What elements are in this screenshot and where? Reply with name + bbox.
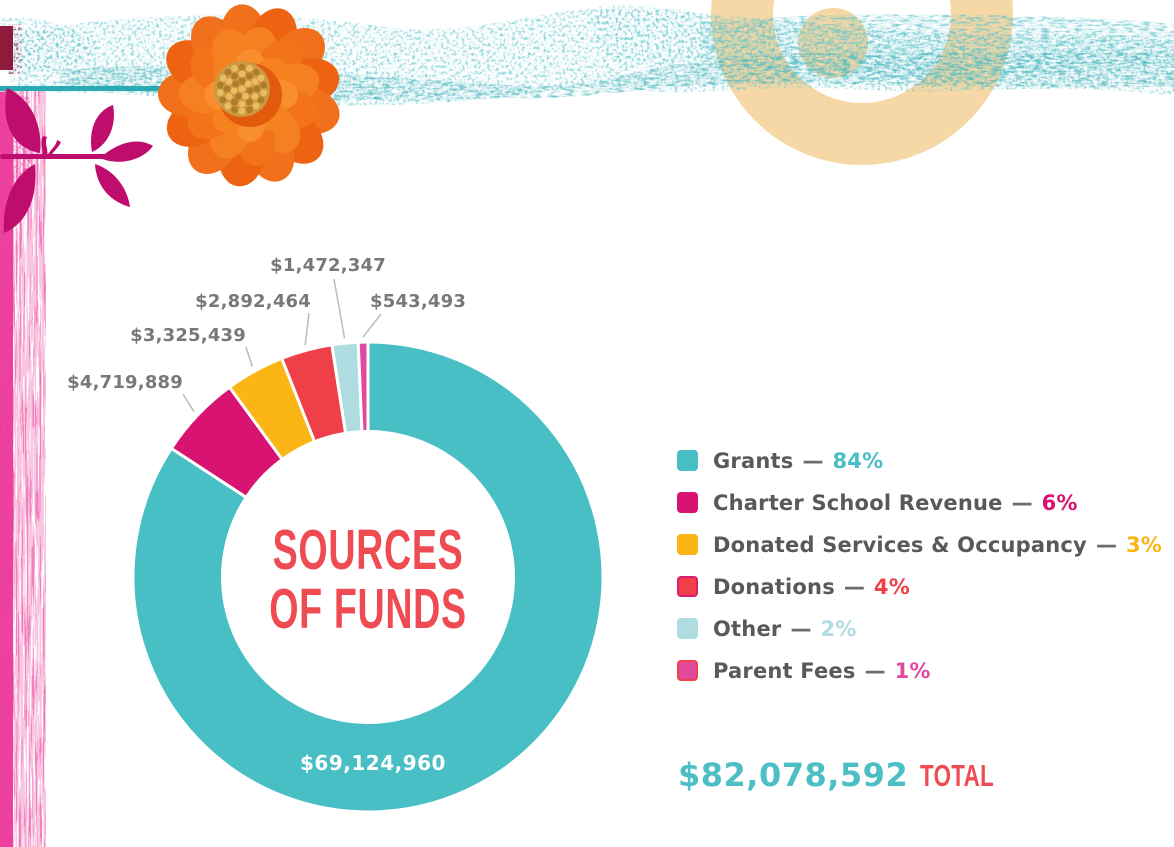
- chart-title: SOURCES OF FUNDS: [216, 521, 520, 639]
- leader-line: [304, 312, 310, 346]
- legend-item: Donated Services & Occupancy — 3%: [677, 532, 1162, 557]
- legend-item: Parent Fees — 1%: [677, 658, 1162, 683]
- legend-percent: 2%: [820, 616, 857, 641]
- legend-swatch: [677, 534, 698, 555]
- legend-percent: 84%: [832, 448, 884, 473]
- flower-center: [260, 89, 268, 97]
- legend-swatch: [677, 618, 698, 639]
- legend-swatch: [677, 450, 698, 471]
- flower-center: [238, 77, 246, 85]
- legend-swatch: [677, 492, 698, 513]
- leader-line: [245, 346, 254, 367]
- legend-item: Charter School Revenue — 6%: [677, 490, 1162, 515]
- flower-center: [252, 68, 260, 76]
- legend-dash: —: [790, 616, 812, 641]
- flower-center: [231, 72, 238, 80]
- flower-illustration: [158, 4, 340, 187]
- legend-percent: 4%: [873, 574, 910, 599]
- legend-label: Grants: [713, 448, 794, 473]
- leader-line: [362, 313, 382, 338]
- flower-center: [231, 98, 238, 106]
- flower-center: [219, 74, 227, 82]
- flower-center: [235, 92, 242, 100]
- flower-center: [246, 87, 254, 95]
- flower-center: [238, 63, 246, 71]
- flower-center: [238, 107, 246, 115]
- legend-dash: —: [843, 574, 865, 599]
- flower-center: [225, 93, 233, 100]
- slice-value-label: $2,892,464: [195, 291, 311, 312]
- legend-label: Other: [713, 616, 782, 641]
- legend-dash: —: [1095, 532, 1117, 557]
- legend-item: Donations — 4%: [677, 574, 1162, 599]
- flower-center: [238, 85, 246, 93]
- legend-dash: —: [802, 448, 824, 473]
- legend-item: Grants — 84%: [677, 448, 1162, 473]
- total-row: $82,078,592 TOTAL: [678, 756, 1023, 794]
- flower-center: [225, 78, 233, 85]
- donut-hole: [221, 430, 515, 724]
- legend-swatch: [677, 576, 698, 597]
- flower-center: [246, 72, 253, 80]
- flower-center: [260, 81, 268, 89]
- total-suffix: TOTAL: [920, 758, 995, 793]
- legend-label: Parent Fees: [713, 658, 856, 683]
- flower-center: [230, 87, 238, 95]
- grants-slice-value-label: $69,124,960: [300, 751, 446, 775]
- flower-center: [257, 96, 265, 104]
- flower-center: [223, 85, 231, 93]
- chart-title-line1: SOURCES: [272, 518, 464, 582]
- flower-center: [238, 70, 246, 78]
- flower-center: [238, 100, 246, 108]
- legend: Grants — 84% Charter School Revenue — 6% Donat…: [677, 448, 1162, 702]
- slice-value-label: $3,325,439: [130, 325, 246, 346]
- flower-center: [242, 92, 249, 100]
- leader-line: [333, 278, 346, 339]
- flower-center: [231, 106, 238, 114]
- leaf-branch-illustration: [0, 88, 153, 233]
- legend-label: Donations: [713, 574, 835, 599]
- flower-center: [253, 85, 261, 93]
- flower-center: [251, 78, 259, 85]
- legend-label: Charter School Revenue: [713, 490, 1003, 515]
- legend-label: Donated Services & Occupancy: [713, 532, 1087, 557]
- flower-center: [244, 80, 252, 88]
- flower-center: [216, 89, 224, 97]
- flower-center: [232, 80, 240, 88]
- legend-percent: 3%: [1125, 532, 1162, 557]
- chart-title-line2: OF FUNDS: [269, 577, 467, 641]
- flower-center: [224, 68, 232, 76]
- legend-swatch: [677, 660, 698, 681]
- flower-center: [257, 74, 265, 82]
- flower-center: [219, 96, 227, 104]
- legend-item: Other — 2%: [677, 616, 1162, 641]
- flower-center: [246, 64, 253, 72]
- flower-center: [252, 102, 260, 110]
- slice-value-label: $1,472,347: [270, 255, 386, 276]
- legend-percent: 6%: [1041, 490, 1078, 515]
- leader-line: [182, 393, 195, 413]
- legend-dash: —: [864, 658, 886, 683]
- slice-value-label: $4,719,889: [67, 372, 183, 393]
- legend-dash: —: [1011, 490, 1033, 515]
- flower-center: [216, 81, 224, 89]
- flower-center: [224, 102, 232, 110]
- flower-center: [251, 93, 259, 100]
- slice-value-label: $543,493: [370, 291, 467, 312]
- flower-center: [231, 64, 238, 72]
- total-amount: $82,078,592: [678, 756, 909, 794]
- legend-percent: 1%: [894, 658, 931, 683]
- flower-center: [246, 106, 253, 114]
- flower-center: [246, 98, 253, 106]
